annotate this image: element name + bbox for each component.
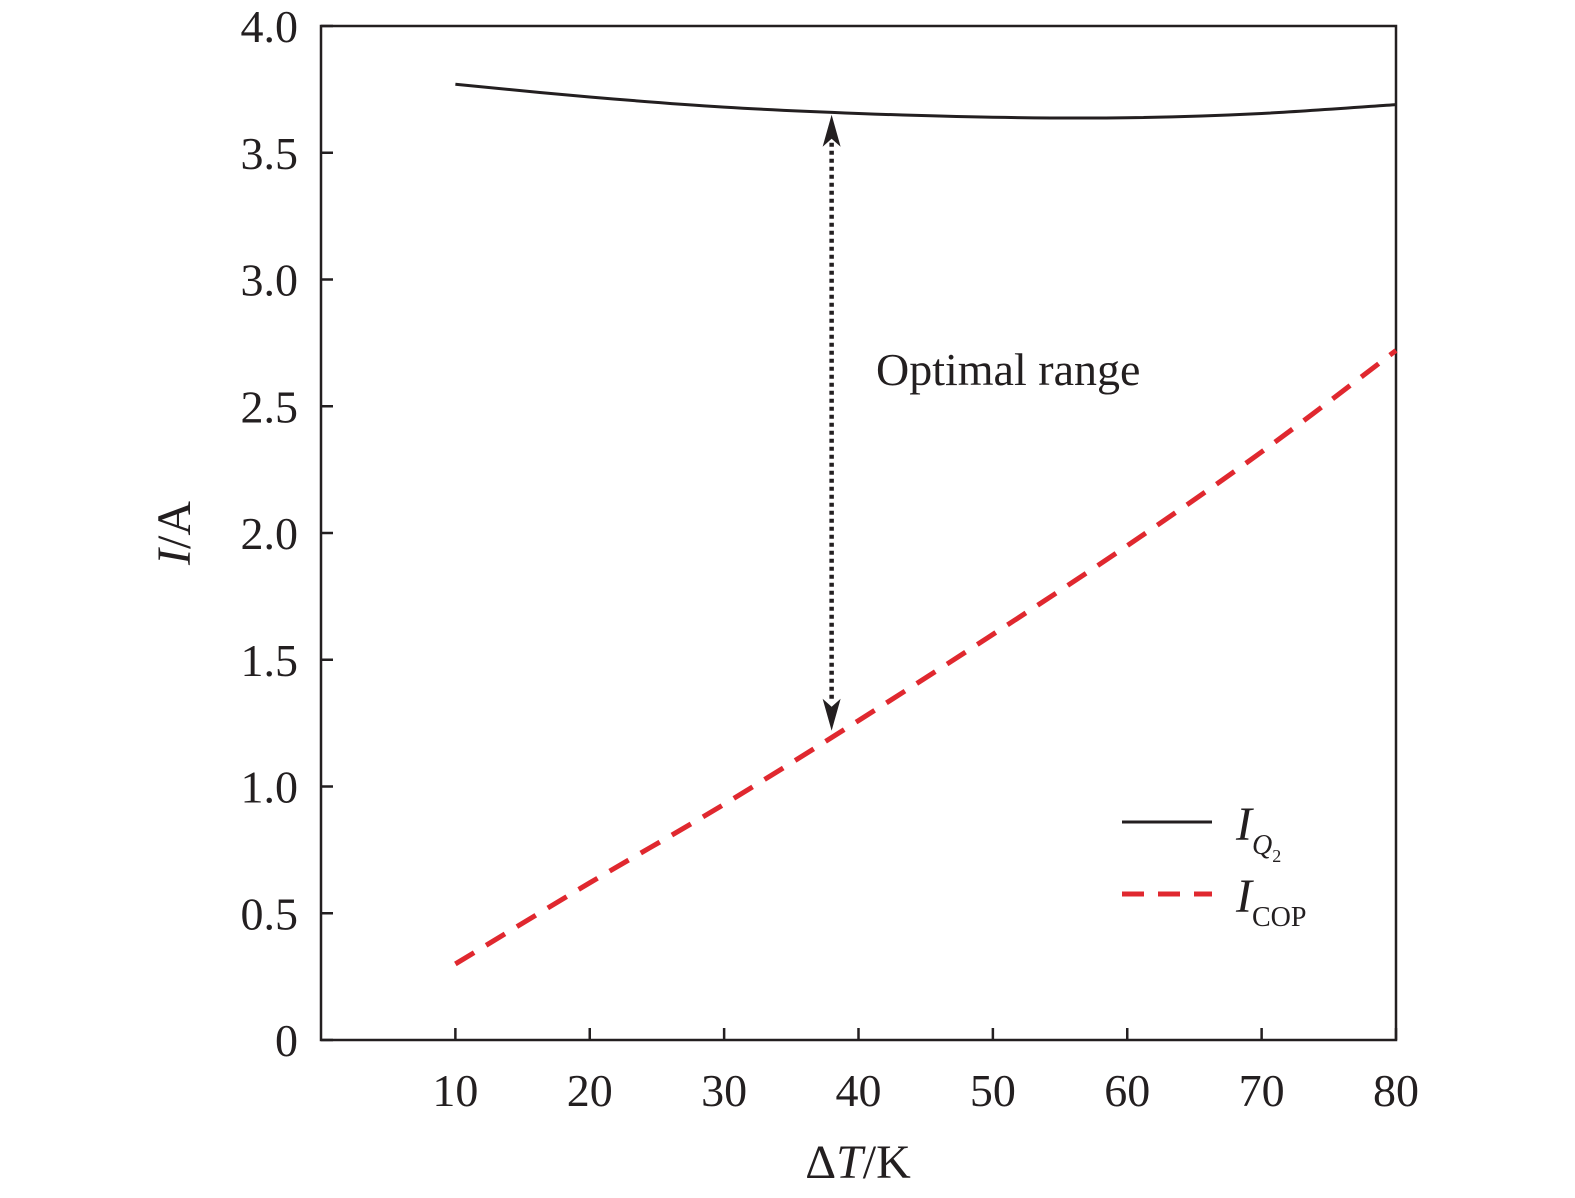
x-tick-label-20: 20	[567, 1065, 613, 1116]
x-tick-label-40: 40	[836, 1065, 882, 1116]
y-tick-label-0: 0	[275, 1015, 298, 1066]
y-tick-label-2.5: 2.5	[241, 381, 299, 432]
y-tick-label-1.5: 1.5	[241, 635, 299, 686]
x-tick-label-60: 60	[1104, 1065, 1150, 1116]
annotation-arrowhead-down	[822, 698, 841, 731]
x-tick-label-70: 70	[1239, 1065, 1285, 1116]
x-axis-title: ΔT/K	[805, 1136, 911, 1189]
annotation-arrowhead-up	[822, 114, 841, 147]
y-axis-title: I/A	[148, 501, 201, 566]
annotation-label: Optimal range	[876, 344, 1140, 395]
x-tick-label-30: 30	[701, 1065, 747, 1116]
legend: IQ2 ICOP	[1122, 798, 1306, 933]
y-tick-label-2.0: 2.0	[241, 508, 299, 559]
plot-frame	[319, 24, 1398, 1042]
y-tick-label-1.0: 1.0	[241, 762, 299, 813]
x-tick-label-80: 80	[1373, 1065, 1419, 1116]
series-lines	[454, 82, 1398, 967]
series-line-icop	[454, 348, 1398, 967]
y-tick-label-4.0: 4.0	[241, 1, 299, 52]
optimal-range-annotation	[822, 114, 841, 731]
axis-ticks: 10 20 30 40 50 60 70 80 0 0.5 1.0 1.5 2.0 2.5 3.0 3.5 4.…	[241, 1, 1420, 1116]
y-tick-label-3.0: 3.0	[241, 255, 299, 306]
legend-label-icop: ICOP	[1235, 870, 1306, 933]
x-tick-label-50: 50	[970, 1065, 1016, 1116]
legend-label-iq2: IQ2	[1235, 798, 1281, 866]
x-tick-label-10: 10	[432, 1065, 478, 1116]
series-line-iq2	[455, 82, 1397, 120]
y-tick-label-0.5: 0.5	[241, 888, 299, 939]
y-tick-label-3.5: 3.5	[241, 128, 299, 179]
